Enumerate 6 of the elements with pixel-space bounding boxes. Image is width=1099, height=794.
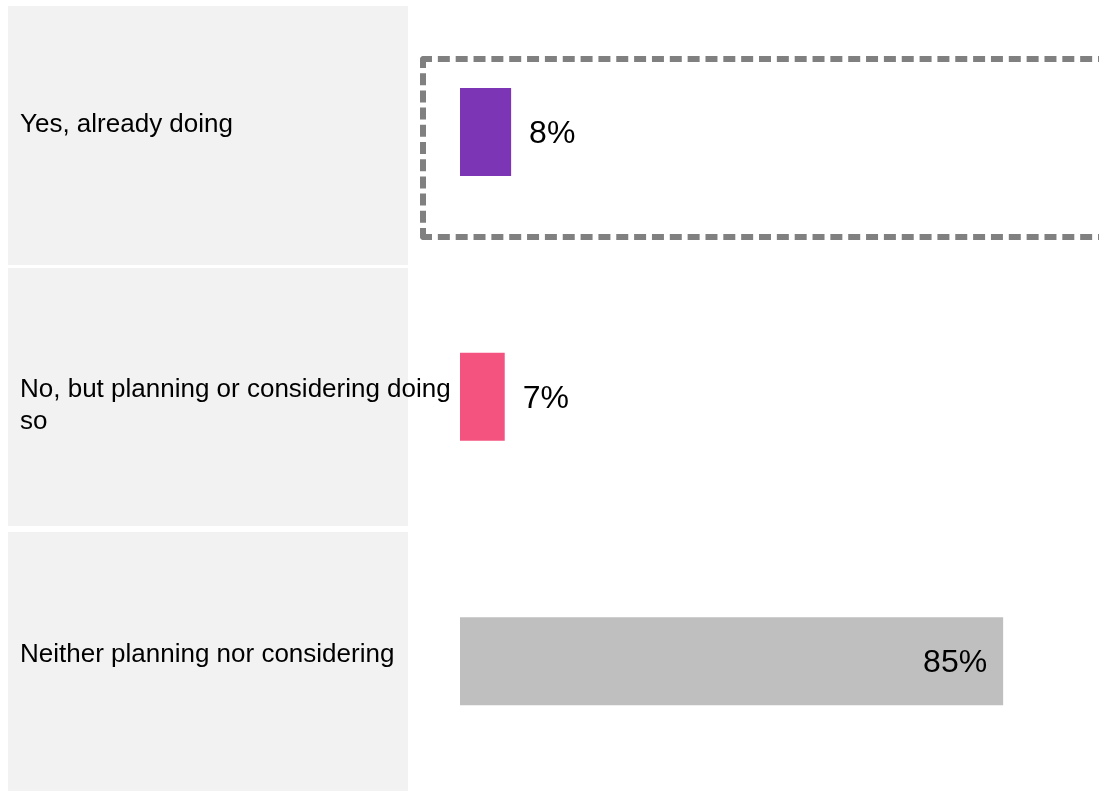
data-label: 7%: [522, 378, 569, 415]
data-label: 85%: [923, 643, 988, 680]
y-tick-label: No, but planning or considering doing so: [20, 373, 451, 435]
data-label: 8%: [529, 114, 576, 150]
y-tick-label: Yes, already doing: [20, 108, 233, 139]
y-tick-label: Neither planning nor considering: [20, 637, 395, 668]
